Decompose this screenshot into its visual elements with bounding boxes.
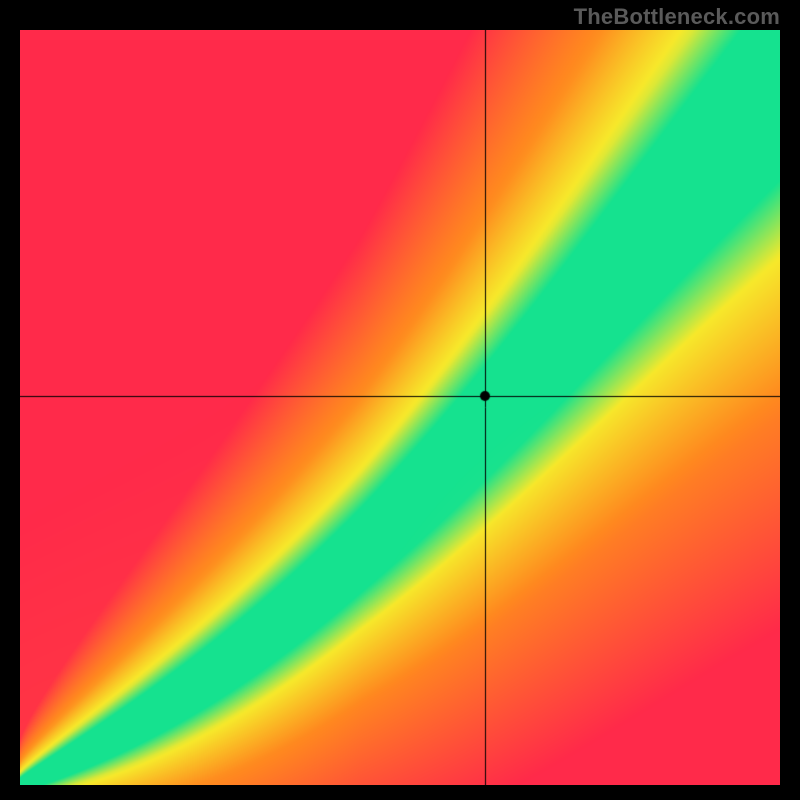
bottleneck-heatmap [20, 30, 780, 785]
watermark-text: TheBottleneck.com [574, 4, 780, 30]
chart-frame: TheBottleneck.com [0, 0, 800, 800]
